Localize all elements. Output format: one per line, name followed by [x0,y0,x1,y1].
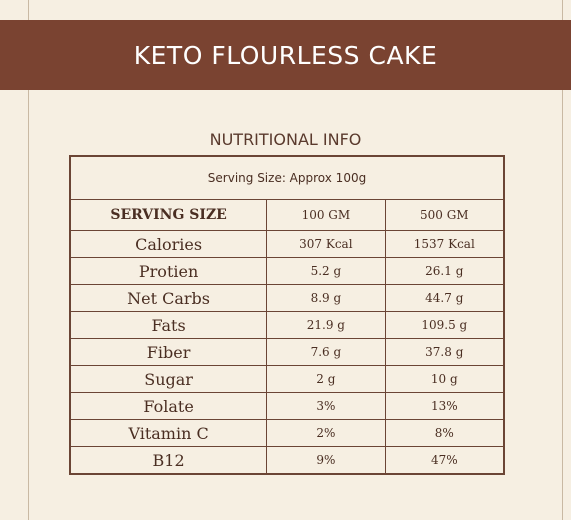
value-100gm: 2 g [266,365,386,393]
page-title: KETO FLOURLESS CAKE [133,40,438,70]
nutrient-name: Vitamin C [69,419,268,447]
nutrient-name: Sugar [69,365,268,393]
value-100gm: 3% [266,392,386,420]
header-row: SERVING SIZE 100 GM 500 GM [69,199,505,231]
value-500gm: 26.1 g [384,257,505,285]
table-row: Vitamin C 2% 8% [69,419,505,447]
value-500gm: 10 g [384,365,505,393]
header-500gm: 500 GM [384,199,505,231]
value-500gm: 37.8 g [384,338,505,366]
section-subtitle: NUTRITIONAL INFO [209,130,362,149]
value-500gm: 1537 Kcal [384,230,505,258]
value-100gm: 7.6 g [266,338,386,366]
nutrient-name: Protien [69,257,268,285]
header-serving-size: SERVING SIZE [69,199,268,231]
value-500gm: 13% [384,392,505,420]
table-row: Folate 3% 13% [69,392,505,420]
table-row: Fats 21.9 g 109.5 g [69,311,505,339]
value-100gm: 9% [266,446,386,475]
value-500gm: 44.7 g [384,284,505,312]
value-100gm: 8.9 g [266,284,386,312]
nutrient-name: Net Carbs [69,284,268,312]
value-500gm: 109.5 g [384,311,505,339]
table-row: Protien 5.2 g 26.1 g [69,257,505,285]
value-100gm: 21.9 g [266,311,386,339]
nutrition-table: Serving Size: Approx 100g SERVING SIZE 1… [69,155,505,475]
title-banner: KETO FLOURLESS CAKE [0,20,571,90]
page-frame [28,0,563,520]
value-500gm: 47% [384,446,505,475]
serving-size-row: Serving Size: Approx 100g [69,155,505,200]
table-row: B12 9% 47% [69,446,505,475]
table-row: Sugar 2 g 10 g [69,365,505,393]
nutrient-name: Fiber [69,338,268,366]
value-100gm: 307 Kcal [266,230,386,258]
value-500gm: 8% [384,419,505,447]
nutrient-name: Calories [69,230,268,258]
table-row: Net Carbs 8.9 g 44.7 g [69,284,505,312]
table-row: Calories 307 Kcal 1537 Kcal [69,230,505,258]
table-row: Fiber 7.6 g 37.8 g [69,338,505,366]
nutrient-name: B12 [69,446,268,475]
header-100gm: 100 GM [266,199,386,231]
serving-size-note: Serving Size: Approx 100g [69,155,505,200]
nutrient-name: Fats [69,311,268,339]
value-100gm: 2% [266,419,386,447]
nutrient-name: Folate [69,392,268,420]
value-100gm: 5.2 g [266,257,386,285]
